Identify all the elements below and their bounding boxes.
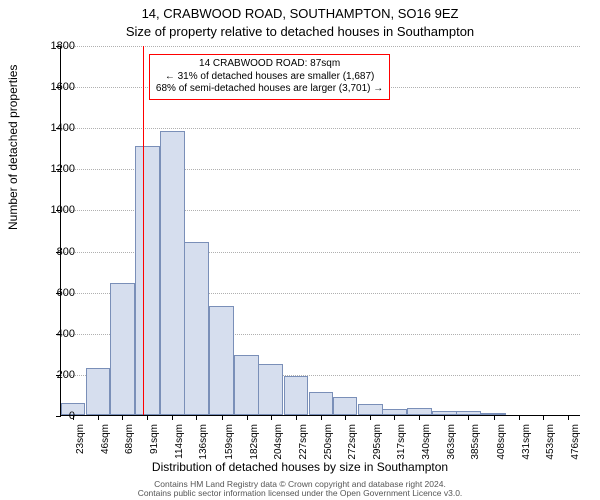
x-tick [122,415,123,420]
y-tick-label: 200 [35,369,75,381]
x-tick [247,415,248,420]
x-tick [494,415,495,420]
histogram-bar [184,242,209,415]
x-tick-label: 385sqm [470,424,481,474]
x-tick [444,415,445,420]
x-tick-label: 408sqm [496,424,507,474]
x-tick-label: 91sqm [149,424,160,474]
x-tick [271,415,272,420]
chart-title-line1: 14, CRABWOOD ROAD, SOUTHAMPTON, SO16 9EZ [0,6,600,21]
x-tick-label: 476sqm [570,424,581,474]
histogram-bar [309,392,334,415]
plot-area: 14 CRABWOOD ROAD: 87sqm ← 31% of detached… [60,46,580,416]
x-tick-label: 272sqm [347,424,358,474]
y-axis-label: Number of detached properties [6,65,20,230]
x-tick [222,415,223,420]
x-tick-label: 431sqm [521,424,532,474]
histogram-bar [234,355,259,415]
histogram-bar [160,131,185,415]
x-tick [345,415,346,420]
x-tick-label: 114sqm [174,424,185,474]
annotation-box: 14 CRABWOOD ROAD: 87sqm ← 31% of detached… [149,54,390,100]
x-tick [172,415,173,420]
y-tick-label: 1400 [35,122,75,134]
y-tick-label: 1800 [35,40,75,52]
x-tick-label: 453sqm [545,424,556,474]
x-tick [321,415,322,420]
chart-footer: Contains HM Land Registry data © Crown c… [0,480,600,499]
x-tick [147,415,148,420]
footer-line2: Contains public sector information licen… [138,488,463,498]
y-tick-label: 1000 [35,204,75,216]
y-tick-label: 600 [35,287,75,299]
x-tick-label: 46sqm [100,424,111,474]
histogram-bar [135,146,160,415]
x-tick-label: 317sqm [396,424,407,474]
x-tick-label: 159sqm [224,424,235,474]
reference-line [143,46,144,415]
x-tick [370,415,371,420]
histogram-bar [209,306,234,415]
x-tick-label: 295sqm [372,424,383,474]
x-tick-label: 363sqm [446,424,457,474]
x-tick [543,415,544,420]
x-tick-label: 340sqm [421,424,432,474]
histogram-bar [358,404,383,415]
x-tick-label: 204sqm [273,424,284,474]
histogram-bar [110,283,135,415]
x-tick [519,415,520,420]
x-tick-label: 182sqm [249,424,260,474]
x-tick [196,415,197,420]
x-tick-label: 136sqm [198,424,209,474]
x-tick-label: 227sqm [298,424,309,474]
x-tick-label: 23sqm [75,424,86,474]
chart-title-line2: Size of property relative to detached ho… [0,24,600,39]
annotation-line1: 14 CRABWOOD ROAD: 87sqm [199,58,340,69]
y-tick-label: 0 [35,410,75,422]
x-tick [568,415,569,420]
x-tick-label: 250sqm [323,424,334,474]
x-tick-label: 68sqm [124,424,135,474]
x-tick [98,415,99,420]
histogram-bar [284,376,309,415]
x-tick [296,415,297,420]
x-tick [468,415,469,420]
x-tick [394,415,395,420]
annotation-line3: 68% of semi-detached houses are larger (… [156,83,383,94]
histogram-bar [333,397,358,416]
y-tick-label: 400 [35,328,75,340]
y-tick-label: 1600 [35,81,75,93]
x-tick [419,415,420,420]
histogram-bar [258,364,283,415]
chart-container: 14, CRABWOOD ROAD, SOUTHAMPTON, SO16 9EZ… [0,0,600,500]
histogram-bar [86,368,111,415]
annotation-line2: ← 31% of detached houses are smaller (1,… [165,71,375,82]
histogram-bar [407,408,432,415]
y-tick-label: 800 [35,246,75,258]
y-tick-label: 1200 [35,163,75,175]
gridline [61,128,580,129]
gridline [61,46,580,47]
